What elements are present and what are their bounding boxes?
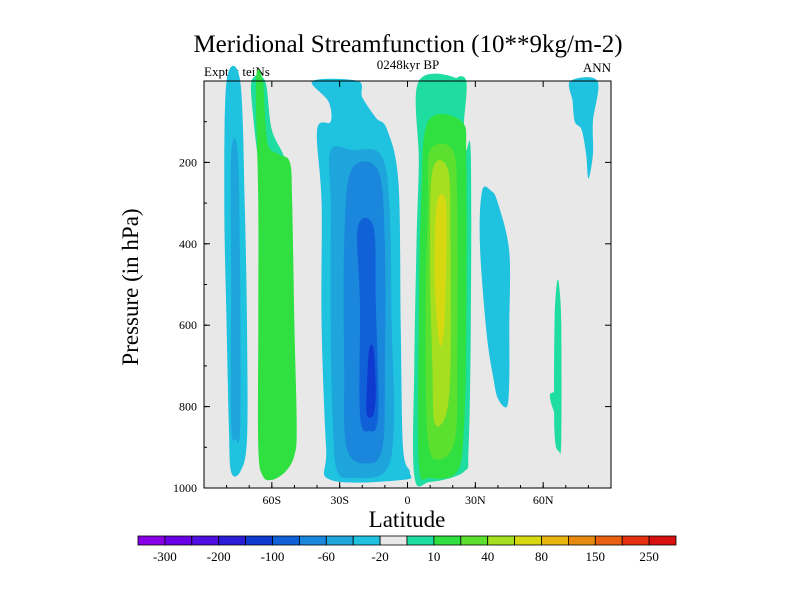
y-tick-label: 800 (179, 400, 197, 414)
y-tick-label: 200 (179, 155, 197, 169)
colorbar-swatch (164, 535, 193, 546)
colorbar-label: 150 (586, 549, 606, 564)
contour-nh-hadley-positive-core (434, 193, 447, 347)
contour-sh-ferrel-positive-cell (255, 69, 297, 481)
colorbar-swatch (272, 535, 300, 546)
colorbar-label: 250 (639, 549, 659, 564)
y-axis-label: Pressure (in hPa) (118, 208, 143, 365)
y-axis: 200 400 600 800 1000 (173, 121, 611, 495)
chart-title: Meridional Streamfunction (10**9kg/m-2) (193, 31, 622, 58)
x-axis: 60S 30S 0 30N 60N (203, 81, 612, 507)
colorbar-swatch (514, 535, 542, 546)
contour-sh-hadley-negative-core (366, 344, 376, 418)
colorbar-label: 40 (481, 549, 494, 564)
colorbar-swatch (487, 535, 516, 546)
colorbar-swatch (621, 535, 650, 546)
colorbar-swatch (218, 535, 246, 546)
colorbar-label: 10 (427, 549, 440, 564)
colorbar-swatch (406, 535, 435, 546)
colorbar-label: -100 (261, 549, 285, 564)
colorbar-swatch (568, 535, 596, 546)
x-tick-label: 60N (533, 493, 554, 507)
contour-nh-ferrel-negative-cell (479, 186, 511, 408)
time-label: 0248kyr BP (377, 57, 439, 72)
y-tick-label: 400 (179, 237, 197, 251)
colorbar-swatch (460, 535, 489, 546)
season-label: ANN (583, 60, 612, 75)
contour-nh-polar-positive-notch (549, 392, 558, 416)
colorbar-swatch (541, 535, 569, 546)
colorbar: -300 -200 -100 -60 -20 10 40 80 150 250 (137, 535, 677, 564)
colorbar-swatch (433, 535, 462, 546)
contour-plot-area (203, 65, 612, 489)
colorbar-label: 80 (535, 549, 548, 564)
y-tick-label: 600 (179, 318, 197, 332)
contour-regions (224, 65, 599, 487)
colorbar-swatch (352, 535, 381, 546)
colorbar-swatch (648, 535, 677, 546)
contour-nh-polar-positive-cell (554, 279, 562, 454)
x-tick-label: 30N (465, 493, 486, 507)
x-tick-label: 0 (405, 493, 411, 507)
x-axis-label: Latitude (369, 507, 446, 532)
colorbar-label: -20 (371, 549, 388, 564)
colorbar-label: -60 (318, 549, 335, 564)
x-tick-label: 30S (330, 493, 349, 507)
y-tick-label: 1000 (173, 481, 197, 495)
contour-sh-polar-negative-cell-core (230, 138, 241, 443)
colorbar-swatch (298, 535, 327, 546)
contour-nh-stratospheric-negative (568, 77, 599, 179)
colorbar-swatch (137, 535, 166, 546)
x-tick-label: 60S (262, 493, 281, 507)
colorbar-swatch (245, 535, 273, 546)
colorbar-swatch (325, 535, 354, 546)
colorbar-swatch (191, 535, 220, 546)
colorbar-label: -300 (153, 549, 177, 564)
colorbar-label: -200 (207, 549, 231, 564)
colorbar-swatch (379, 535, 408, 546)
colorbar-swatch (594, 535, 623, 546)
